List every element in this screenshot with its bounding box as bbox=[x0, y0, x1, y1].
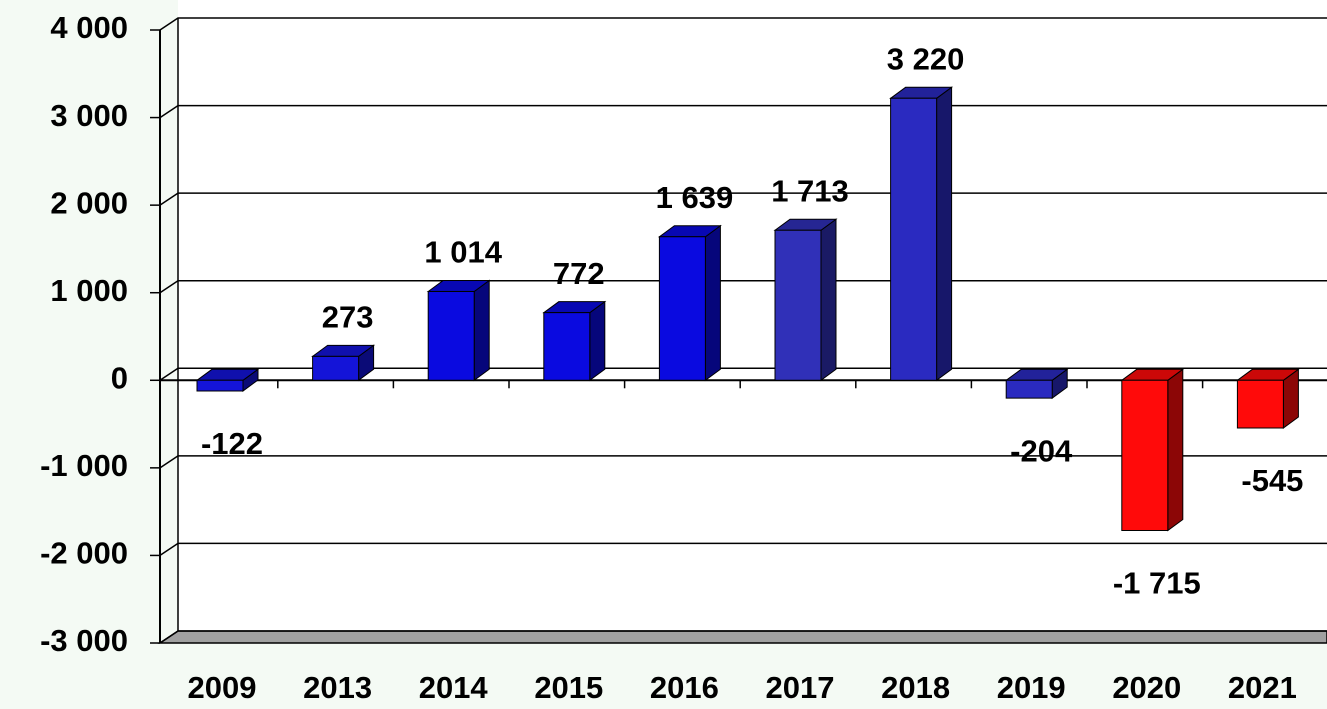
x-tick-label: 2015 bbox=[534, 670, 603, 705]
bar-side bbox=[474, 280, 489, 380]
bar-side bbox=[937, 87, 952, 380]
bar-front bbox=[1006, 380, 1052, 398]
bar bbox=[659, 226, 720, 381]
bar-side bbox=[821, 219, 836, 380]
x-tick-label: 2019 bbox=[997, 670, 1066, 705]
value-label: 1 014 bbox=[424, 235, 502, 270]
bar-front bbox=[659, 237, 705, 381]
value-label: 1 713 bbox=[771, 173, 849, 208]
value-label: 1 639 bbox=[656, 180, 734, 215]
x-tick-label: 2014 bbox=[419, 670, 489, 705]
y-tick-label: 1 000 bbox=[50, 273, 128, 308]
bar-front bbox=[1237, 380, 1283, 428]
x-tick-label: 2013 bbox=[303, 670, 372, 705]
y-tick-label: 4 000 bbox=[50, 10, 128, 45]
bar bbox=[775, 219, 836, 380]
bar-front bbox=[428, 291, 474, 380]
y-tick-label: -1 000 bbox=[40, 448, 128, 483]
value-label: 3 220 bbox=[887, 41, 965, 76]
x-tick-label: 2020 bbox=[1112, 670, 1181, 705]
chart: -3 000 -2 000 -1 000 0 1 000 2 000 3 000 4 000 -… bbox=[0, 0, 1327, 709]
x-tick-label: 2018 bbox=[881, 670, 950, 705]
value-label: -122 bbox=[201, 426, 263, 461]
x-tick-label: 2009 bbox=[188, 670, 257, 705]
bar-front bbox=[891, 98, 937, 380]
bar-front bbox=[775, 230, 821, 380]
y-tick-label: 2 000 bbox=[50, 185, 128, 220]
bar-front bbox=[1122, 380, 1168, 530]
bar-side bbox=[705, 226, 720, 381]
bar-front bbox=[313, 356, 359, 380]
bar bbox=[1237, 369, 1298, 428]
x-tick-label: 2021 bbox=[1228, 670, 1297, 705]
bar bbox=[891, 87, 952, 380]
value-label: 772 bbox=[553, 256, 605, 291]
value-label: -1 715 bbox=[1113, 566, 1201, 601]
bar-front bbox=[197, 380, 243, 391]
y-tick-label: 0 bbox=[111, 360, 128, 395]
y-tick-label: -2 000 bbox=[40, 536, 128, 571]
bar bbox=[1006, 369, 1067, 398]
bar bbox=[313, 345, 374, 380]
bar bbox=[1122, 369, 1183, 530]
bar-front bbox=[544, 313, 590, 381]
y-tick-label: 3 000 bbox=[50, 98, 128, 133]
bar-side bbox=[590, 302, 605, 381]
bar bbox=[544, 302, 605, 381]
value-label: 273 bbox=[322, 300, 374, 335]
value-label: -545 bbox=[1241, 463, 1303, 498]
bar bbox=[428, 280, 489, 380]
value-label: -204 bbox=[1010, 433, 1073, 468]
x-tick-label: 2016 bbox=[650, 670, 719, 705]
floor bbox=[160, 631, 1327, 643]
x-tick-label: 2017 bbox=[766, 670, 835, 705]
bar-side bbox=[1168, 369, 1183, 530]
y-tick-label: -3 000 bbox=[40, 623, 128, 658]
